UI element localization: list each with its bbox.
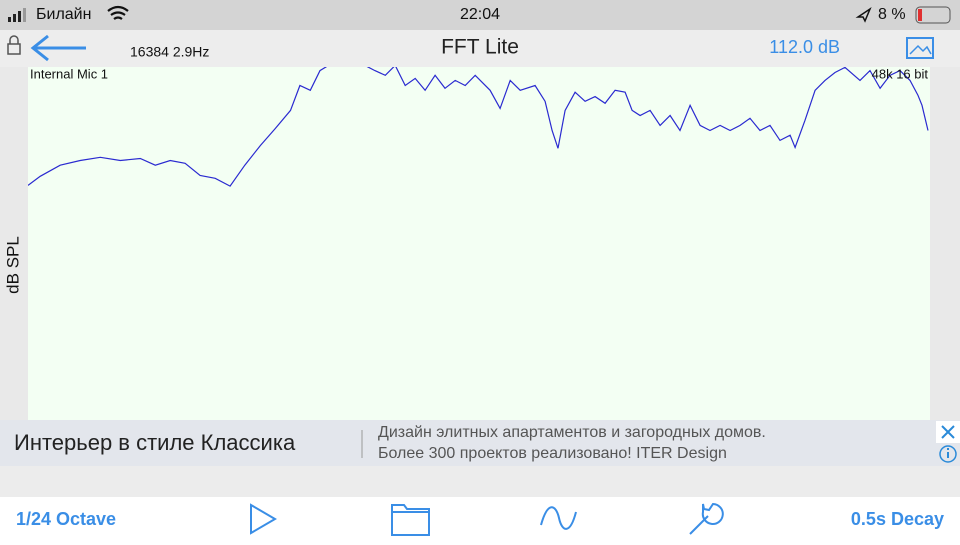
level-readout[interactable]: 112.0 dB	[769, 37, 840, 57]
x-axis-band	[0, 466, 960, 497]
battery-text: 8 %	[878, 6, 906, 23]
location-icon	[855, 7, 872, 23]
annotation: 48k 16 bit	[872, 66, 929, 81]
signal-icon	[8, 8, 26, 22]
carrier: Билайн	[36, 6, 91, 23]
legend-entry: Internal Mic 1	[30, 66, 108, 81]
ad-line[interactable]: Более 300 проектов реализовано! ITER Des…	[378, 445, 727, 462]
ad-banner[interactable]	[0, 420, 960, 466]
decay-button[interactable]: 0.5s Decay	[851, 509, 944, 529]
play-button[interactable]	[250, 503, 277, 535]
ad-headline[interactable]: Интерьер в стиле Классика	[14, 430, 296, 455]
ad-close[interactable]	[936, 421, 960, 463]
clock: 22:04	[460, 6, 500, 23]
app-title: FFT Lite	[441, 36, 519, 59]
status-bar	[0, 0, 960, 30]
wifi-icon	[107, 5, 129, 20]
fft-info: 16384 2.9Hz	[130, 44, 209, 60]
plot-area	[28, 67, 930, 426]
lock-button[interactable]	[7, 35, 21, 55]
data-line	[28, 67, 929, 187]
back-button[interactable]	[30, 34, 86, 62]
y-axis-label: dB SPL	[3, 236, 22, 294]
toolbar	[0, 30, 960, 67]
battery-icon	[915, 6, 951, 24]
ad-line[interactable]: Дизайн элитных апартаментов и загородных…	[378, 424, 766, 441]
settings-button[interactable]	[689, 502, 724, 535]
bottom-bar	[0, 497, 960, 540]
octave-button[interactable]: 1/24 Octave	[16, 509, 116, 529]
folder-button[interactable]	[391, 504, 430, 536]
snapshot-button[interactable]	[906, 37, 934, 59]
battery-level	[918, 9, 922, 21]
signal-button[interactable]	[540, 506, 577, 530]
